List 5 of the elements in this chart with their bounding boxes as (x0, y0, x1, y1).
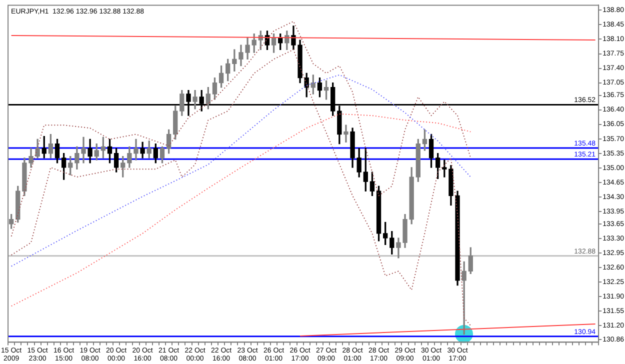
line-series (10, 113, 472, 307)
line-series (10, 74, 472, 267)
candlestick (462, 261, 466, 335)
candlestick (344, 124, 348, 142)
line-series (10, 20, 472, 237)
